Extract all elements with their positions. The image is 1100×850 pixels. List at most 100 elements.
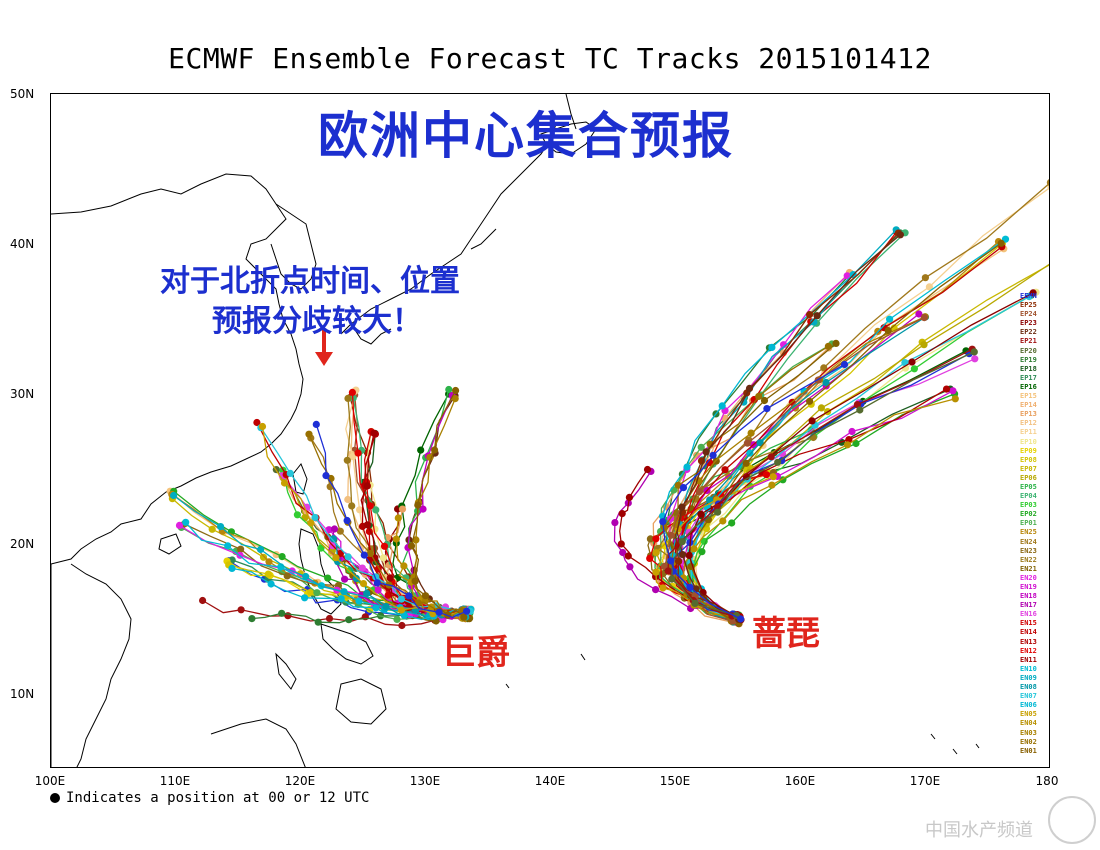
west-ensemble-mean-point — [405, 592, 413, 600]
east-track-48-point — [679, 551, 687, 559]
east-track-32-point — [646, 554, 654, 562]
overlay-note-line2: 预报分歧较大！ — [212, 304, 422, 339]
west-track-50-point — [414, 501, 422, 509]
west-track-28-point — [237, 545, 245, 553]
visayas-coast — [320, 623, 374, 665]
west-track-45-point — [372, 604, 380, 612]
east-track-27-point — [652, 586, 660, 594]
west-track-5-point — [325, 614, 334, 623]
east-track-24-point — [780, 341, 788, 349]
lat-label-10n: 10N — [10, 687, 35, 701]
west-track-5-point — [237, 606, 245, 614]
west-track-7-point — [248, 615, 256, 623]
east-track-40-point — [719, 517, 727, 525]
east-track-50-point — [691, 599, 699, 607]
west-track-40-point — [363, 521, 371, 529]
east-track-47-point — [808, 417, 816, 425]
legend-entry-en23: EN23 — [1020, 546, 1037, 555]
west-track-46-point — [332, 554, 340, 562]
east-track-32-point — [762, 471, 771, 479]
east-track-26-point — [915, 310, 923, 318]
east-track-27-line — [613, 471, 736, 618]
west-track-16-point — [379, 554, 388, 562]
west-track-50-point — [411, 577, 419, 585]
watermark-text: 中国水产频道 — [925, 820, 1033, 841]
lat-label-30n: 30N — [10, 387, 35, 401]
west-track-42-point — [217, 523, 225, 531]
west-track-42-point — [340, 588, 348, 596]
east-track-38-point — [768, 343, 776, 351]
west-ensemble-mean-point — [373, 579, 381, 587]
legend-entry-ep01: EP01 — [1020, 519, 1037, 528]
legend-entry-en05: EN05 — [1020, 710, 1037, 719]
east-track-28-point — [971, 355, 979, 363]
lon-label-130e: 130E — [409, 774, 441, 788]
east-track-33-point — [643, 465, 652, 474]
west-track-22-point — [372, 506, 380, 514]
east-track-46-point — [920, 314, 928, 322]
legend-entry-en13: EN13 — [1020, 637, 1037, 646]
legend-entry-eemn: EEMN — [1020, 292, 1037, 300]
east-track-29-line — [677, 231, 898, 621]
legend-entry-ep19: EP19 — [1020, 355, 1037, 364]
lat-label-50n: 50N — [10, 87, 35, 101]
west-ensemble-mean-point — [435, 608, 443, 616]
map-canvas — [51, 94, 1049, 767]
east-track-36-point — [756, 439, 764, 447]
west-track-41-point — [182, 518, 190, 526]
east-track-31-point — [942, 385, 951, 393]
east-track-46-line — [663, 317, 925, 622]
west-track-39-point — [366, 502, 374, 510]
legend-entry-ep04: EP04 — [1020, 492, 1037, 501]
east-track-40-point — [951, 395, 959, 403]
legend-entry-en07: EN07 — [1020, 692, 1037, 701]
east-ensemble-mean-point — [709, 451, 717, 459]
west-track-37-point — [253, 418, 261, 427]
east-track-29-point — [706, 459, 714, 467]
taiwan-coast — [292, 463, 308, 495]
lon-label-150e: 150E — [659, 774, 691, 788]
west-track-34-point — [330, 525, 339, 533]
west-track-42-point — [170, 491, 178, 500]
west-track-47-point — [394, 514, 402, 522]
east-track-42-point — [824, 342, 833, 350]
west-track-29-point — [344, 394, 352, 402]
legend-entry-ep08: EP08 — [1020, 455, 1037, 464]
east-track-8-point — [925, 283, 934, 291]
east-ensemble-mean-line — [662, 363, 845, 620]
legend-entry-en01: EN01 — [1020, 746, 1037, 755]
east-track-39-line — [655, 476, 774, 623]
legend-entry-en09: EN09 — [1020, 673, 1037, 682]
east-track-34-point — [746, 449, 754, 457]
legend-entry-en14: EN14 — [1020, 628, 1037, 637]
east-track-40-point — [768, 481, 776, 489]
east-track-39-point — [652, 549, 660, 557]
west-ensemble-mean-point — [463, 607, 471, 615]
east-track-50-point — [714, 508, 722, 516]
east-track-48-point — [896, 231, 905, 239]
legend-entry-ep09: EP09 — [1020, 446, 1037, 455]
east-track-49-point — [664, 567, 672, 575]
west-track-14-point — [344, 495, 352, 504]
lon-label-160e: 160E — [784, 774, 816, 788]
legend-entry-en20: EN20 — [1020, 573, 1037, 582]
west-ensemble-mean-point — [312, 420, 320, 428]
legend-entry-en24: EN24 — [1020, 537, 1037, 546]
west-track-24-point — [278, 553, 286, 561]
east-track-25-point — [949, 387, 957, 395]
west-track-39-point — [348, 388, 356, 396]
east-track-38-point — [683, 463, 691, 471]
east-track-20-point — [921, 274, 930, 282]
east-track-50-point — [774, 458, 782, 466]
legend-entry-en12: EN12 — [1020, 646, 1037, 655]
luzon-coast — [298, 528, 342, 615]
lon-label-180: 180 — [1035, 774, 1059, 788]
map-plot-area — [50, 93, 1050, 768]
japan-coast — [340, 123, 557, 345]
red-arrow-icon — [315, 329, 333, 366]
west-track-48-point — [412, 536, 420, 544]
west-track-35-point — [358, 564, 366, 572]
east-track-13-point — [920, 341, 928, 349]
legend-entry-en21: EN21 — [1020, 564, 1037, 573]
east-ensemble-mean-point — [667, 557, 675, 565]
